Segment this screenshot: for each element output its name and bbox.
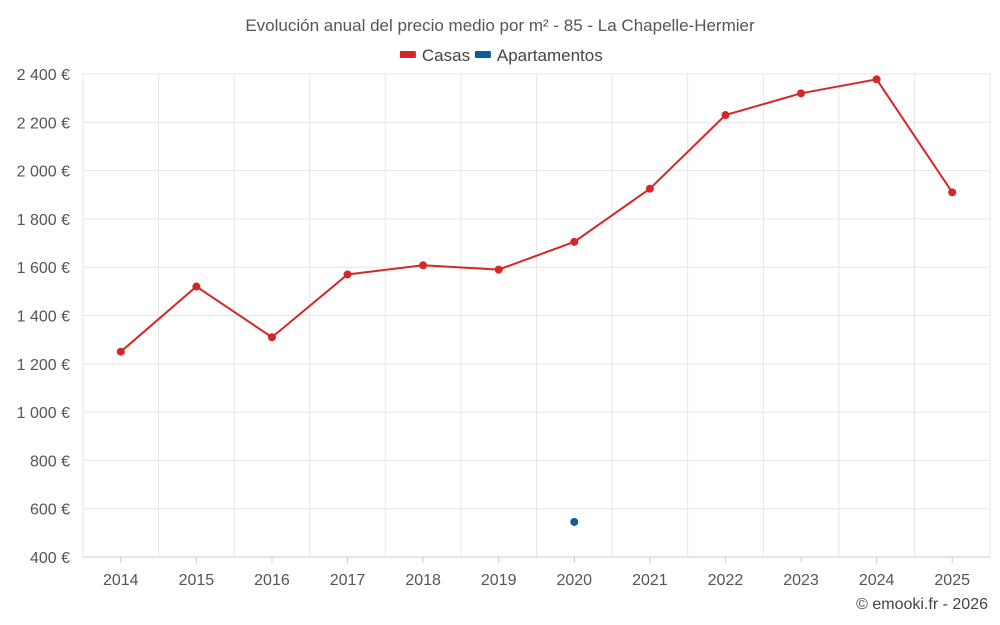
x-tick-label: 2014 bbox=[103, 572, 139, 589]
chart-title: Evolución anual del precio medio por m² … bbox=[245, 16, 755, 35]
y-tick-label: 2 000 € bbox=[17, 164, 70, 181]
x-tick-label: 2023 bbox=[783, 572, 819, 589]
data-point-casas[interactable] bbox=[116, 347, 125, 356]
credit-text: © emooki.fr - 2026 bbox=[856, 596, 988, 613]
y-tick-label: 600 € bbox=[30, 502, 70, 519]
data-point-casas[interactable] bbox=[570, 237, 579, 246]
y-tick-label: 1 000 € bbox=[17, 405, 70, 422]
legend-swatch-apartamentos bbox=[474, 51, 491, 58]
series-layer bbox=[116, 75, 957, 526]
x-tick-label: 2022 bbox=[708, 572, 744, 589]
data-point-casas[interactable] bbox=[645, 184, 654, 193]
y-tick-label: 2 200 € bbox=[17, 115, 70, 132]
y-tick-label: 1 800 € bbox=[17, 212, 70, 229]
legend-label-apartamentos[interactable]: Apartamentos bbox=[497, 46, 603, 65]
data-point-casas[interactable] bbox=[267, 333, 276, 342]
x-tick-label: 2016 bbox=[254, 572, 290, 589]
x-tick-label: 2020 bbox=[556, 572, 592, 589]
data-point-casas[interactable] bbox=[948, 188, 957, 197]
legend-swatch-casas bbox=[399, 51, 416, 58]
x-tick-label: 2017 bbox=[330, 572, 366, 589]
y-tick-label: 1 200 € bbox=[17, 357, 70, 374]
y-tick-label: 1 600 € bbox=[17, 260, 70, 277]
y-tick-label: 1 400 € bbox=[17, 309, 70, 326]
series-line-casas bbox=[120, 78, 954, 353]
x-tick-label: 2025 bbox=[934, 572, 970, 589]
data-point-casas[interactable] bbox=[872, 75, 881, 84]
x-tick-label: 2015 bbox=[179, 572, 215, 589]
data-point-casas[interactable] bbox=[797, 89, 806, 98]
legend-label-casas[interactable]: Casas bbox=[422, 46, 470, 65]
data-point-casas[interactable] bbox=[419, 261, 428, 270]
x-tick-label: 2019 bbox=[481, 572, 517, 589]
y-tick-label: 400 € bbox=[30, 550, 70, 567]
data-point-casas[interactable] bbox=[494, 265, 503, 274]
x-tick-label: 2024 bbox=[859, 572, 895, 589]
x-tick-label: 2018 bbox=[405, 572, 441, 589]
axes: 400 € 600 € 800 € 1 000 € 1 200 € 1 400 € 1 60… bbox=[17, 67, 990, 589]
data-point-casas[interactable] bbox=[721, 111, 730, 120]
grid bbox=[82, 73, 991, 557]
x-tick-label: 2021 bbox=[632, 572, 668, 589]
y-tick-label: 800 € bbox=[30, 453, 70, 470]
data-point-casas[interactable] bbox=[343, 270, 352, 279]
data-point-apartamentos[interactable] bbox=[570, 517, 579, 526]
y-tick-label: 2 400 € bbox=[17, 67, 70, 84]
legend: Casas Apartamentos bbox=[399, 46, 603, 65]
data-point-casas[interactable] bbox=[192, 282, 201, 291]
